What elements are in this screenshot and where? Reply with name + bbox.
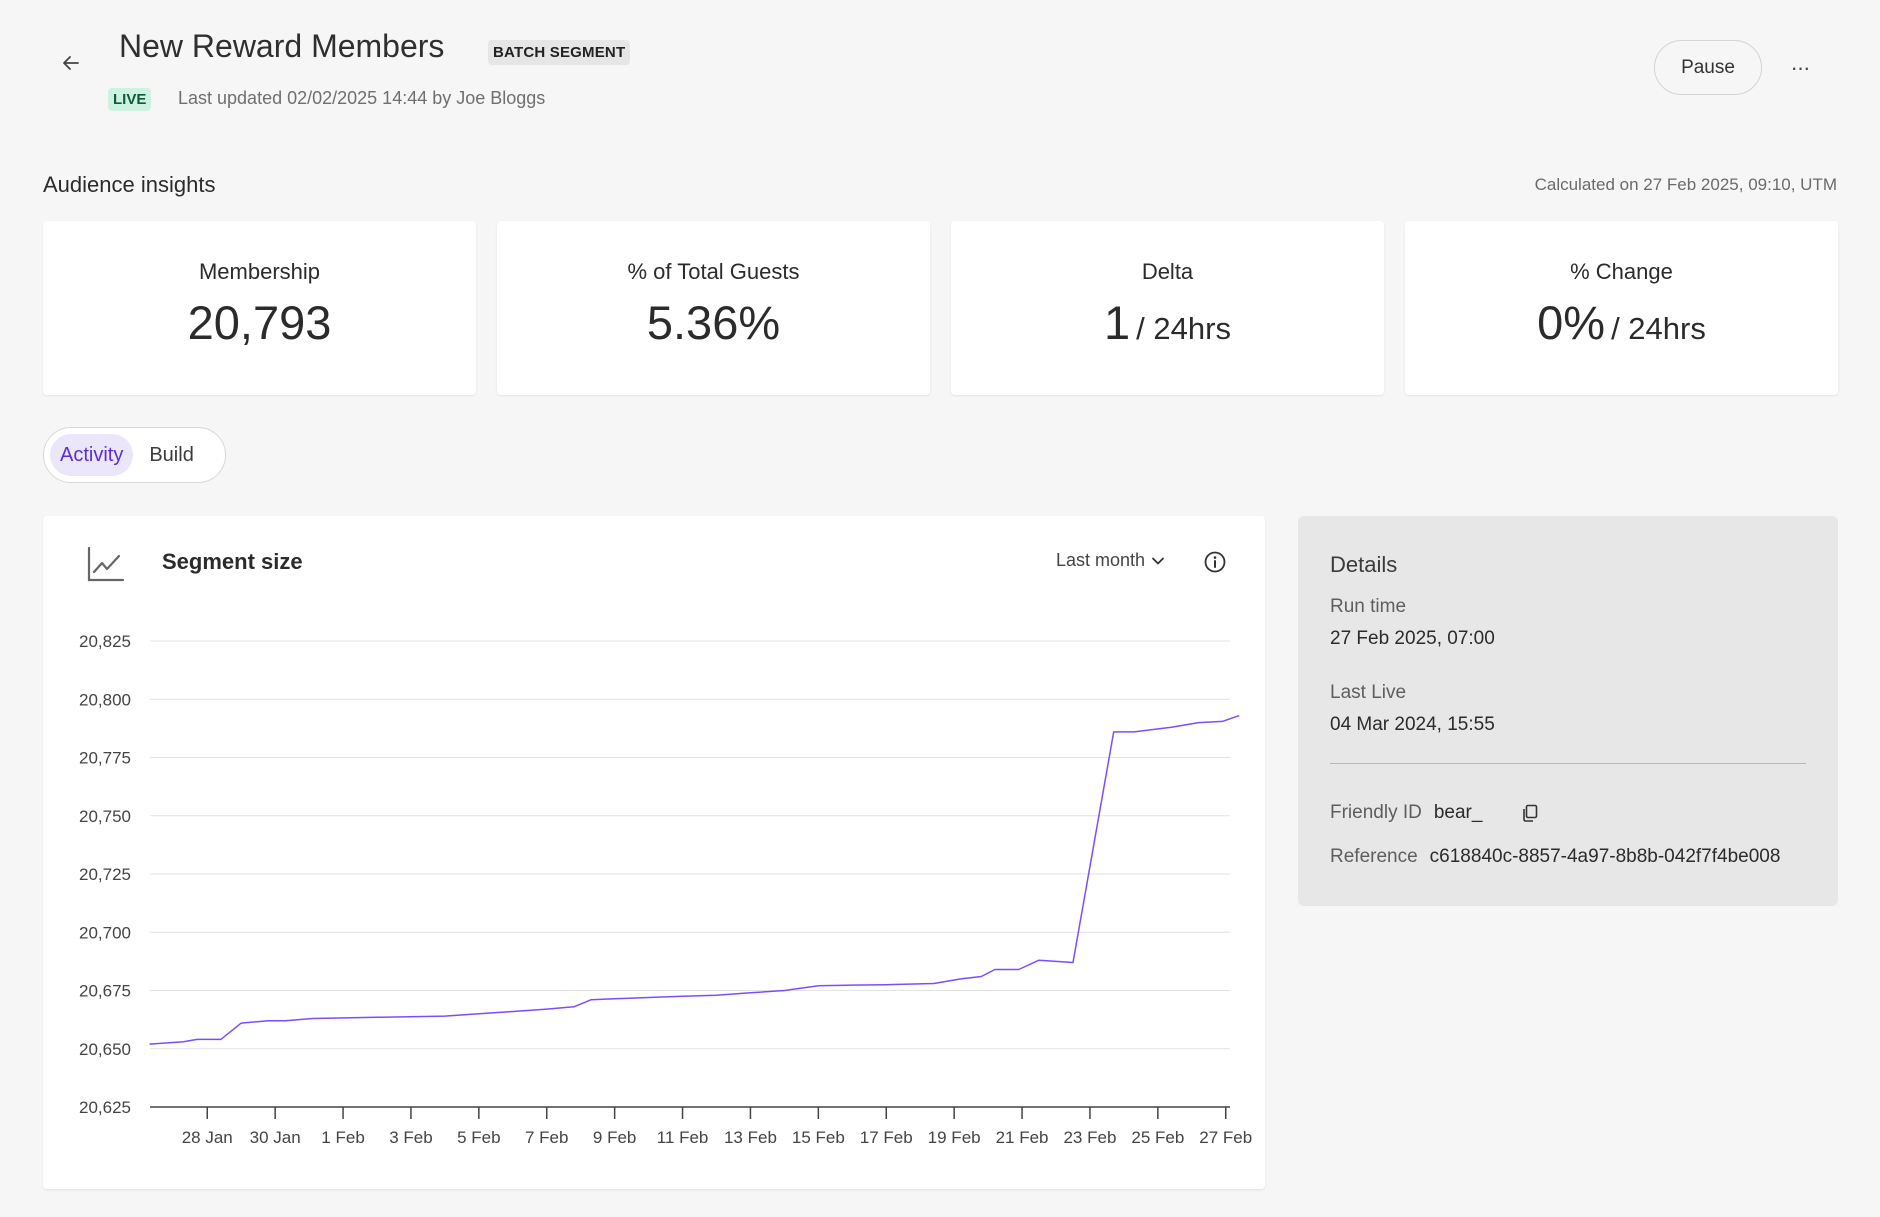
x-tick-label: 25 Feb <box>1131 1128 1184 1147</box>
chart-title: Segment size <box>162 549 303 574</box>
friendly-id-label: Friendly ID <box>1330 802 1422 823</box>
pause-button[interactable]: Pause <box>1654 40 1762 95</box>
segment-type-badge: BATCH SEGMENT <box>488 40 631 65</box>
x-tick-label: 23 Feb <box>1063 1128 1116 1147</box>
x-tick-label: 28 Jan <box>182 1128 233 1147</box>
y-tick-label: 20,625 <box>79 1098 131 1117</box>
run-time-value: 27 Feb 2025, 07:00 <box>1330 628 1495 649</box>
x-tick-label: 17 Feb <box>860 1128 913 1147</box>
x-tick-label: 13 Feb <box>724 1128 777 1147</box>
stat-number: 5.36% <box>646 296 781 349</box>
x-tick-label: 27 Feb <box>1199 1128 1252 1147</box>
x-tick-label: 3 Feb <box>389 1128 432 1147</box>
tab-build[interactable]: Build <box>149 443 194 466</box>
stat-label: Membership <box>198 259 321 284</box>
friendly-id-value: bear_ <box>1433 802 1483 823</box>
copy-icon[interactable] <box>1520 803 1540 823</box>
details-panel: Details Run time 27 Feb 2025, 07:00 Last… <box>1298 516 1838 906</box>
segment-size-chart: 20,625 20,650 20,675 20,700 20,725 20,750 20,7… <box>79 632 1252 1147</box>
x-tick-label: 19 Feb <box>928 1128 981 1147</box>
segment-size-chart-card: 20,625 20,650 20,675 20,700 20,725 20,750 20,7… <box>43 516 1265 1189</box>
y-tick-label: 20,725 <box>79 865 131 884</box>
status-badge: LIVE <box>108 88 152 111</box>
calculated-note: Calculated on 27 Feb 2025, 09:10, UTM <box>1534 175 1837 194</box>
y-tick-label: 20,775 <box>79 749 131 768</box>
x-tick-label: 15 Feb <box>792 1128 845 1147</box>
y-tick-label: 20,700 <box>79 923 131 942</box>
delta-card: Delta 1/ 24hrs <box>951 221 1384 395</box>
y-tick-label: 20,675 <box>79 982 131 1001</box>
date-range-select[interactable]: Last month <box>1056 550 1165 571</box>
reference-value: c618840c-8857-4a97-8b8b-042f7f4be008 <box>1429 846 1781 867</box>
last-live-value: 04 Mar 2024, 15:55 <box>1330 714 1495 735</box>
y-tick-label: 20,825 <box>79 632 131 651</box>
y-tick-label: 20,750 <box>79 807 131 826</box>
x-tick-label: 30 Jan <box>250 1128 301 1147</box>
y-tick-label: 20,800 <box>79 690 131 709</box>
stat-number: 1 <box>1104 296 1131 349</box>
x-tick-label: 1 Feb <box>321 1128 364 1147</box>
details-title: Details <box>1330 552 1398 577</box>
page-title: New Reward Members <box>119 28 445 64</box>
x-tick-label: 21 Feb <box>996 1128 1049 1147</box>
arrow-left-icon <box>63 56 79 70</box>
last-updated-text: Last updated 02/02/2025 14:44 by Joe Blo… <box>178 88 546 108</box>
stat-value: 20,793 <box>43 295 476 350</box>
date-range-label: Last month <box>1056 550 1146 570</box>
friendly-id-row: Friendly ID bear_ <box>1330 802 1540 824</box>
stat-number: 20,793 <box>187 296 332 349</box>
details-divider <box>1330 763 1806 764</box>
more-dots-icon: ··· <box>1790 55 1811 80</box>
back-button[interactable] <box>58 50 84 76</box>
reference-label: Reference <box>1330 846 1418 867</box>
x-tick-label: 9 Feb <box>593 1128 636 1147</box>
stat-label: % of Total Guests <box>627 259 800 284</box>
line-chart-icon <box>87 546 125 582</box>
y-tick-label: 20,650 <box>79 1040 131 1059</box>
x-tick-label: 5 Feb <box>457 1128 500 1147</box>
stat-suffix: / 24hrs <box>1611 311 1706 346</box>
total-guests-card: % of Total Guests 5.36% <box>497 221 930 395</box>
reference-row: Reference c618840c-8857-4a97-8b8b-042f7f… <box>1330 846 1780 868</box>
stat-label: % Change <box>1570 259 1673 284</box>
view-tabs: Activity Build <box>43 427 226 483</box>
more-options-button[interactable]: ··· <box>1782 52 1818 84</box>
x-tick-label: 11 Feb <box>657 1128 709 1147</box>
tab-activity[interactable]: Activity <box>50 434 134 476</box>
stat-label: Delta <box>1141 259 1194 284</box>
stat-value: 1/ 24hrs <box>951 295 1384 350</box>
chevron-down-icon <box>1152 557 1164 564</box>
stat-number: 0% <box>1537 296 1606 349</box>
x-tick-label: 7 Feb <box>525 1128 568 1147</box>
stat-value: 5.36% <box>497 295 930 350</box>
audience-insights-title: Audience insights <box>43 172 216 197</box>
info-icon[interactable] <box>1203 550 1227 574</box>
stat-suffix: / 24hrs <box>1136 311 1231 346</box>
percent-change-card: % Change 0%/ 24hrs <box>1405 221 1838 395</box>
membership-card: Membership 20,793 <box>43 221 476 395</box>
last-live-label: Last Live <box>1330 682 1407 703</box>
stat-value: 0%/ 24hrs <box>1405 295 1838 350</box>
segment-size-line <box>149 714 1240 1045</box>
run-time-label: Run time <box>1330 596 1407 617</box>
